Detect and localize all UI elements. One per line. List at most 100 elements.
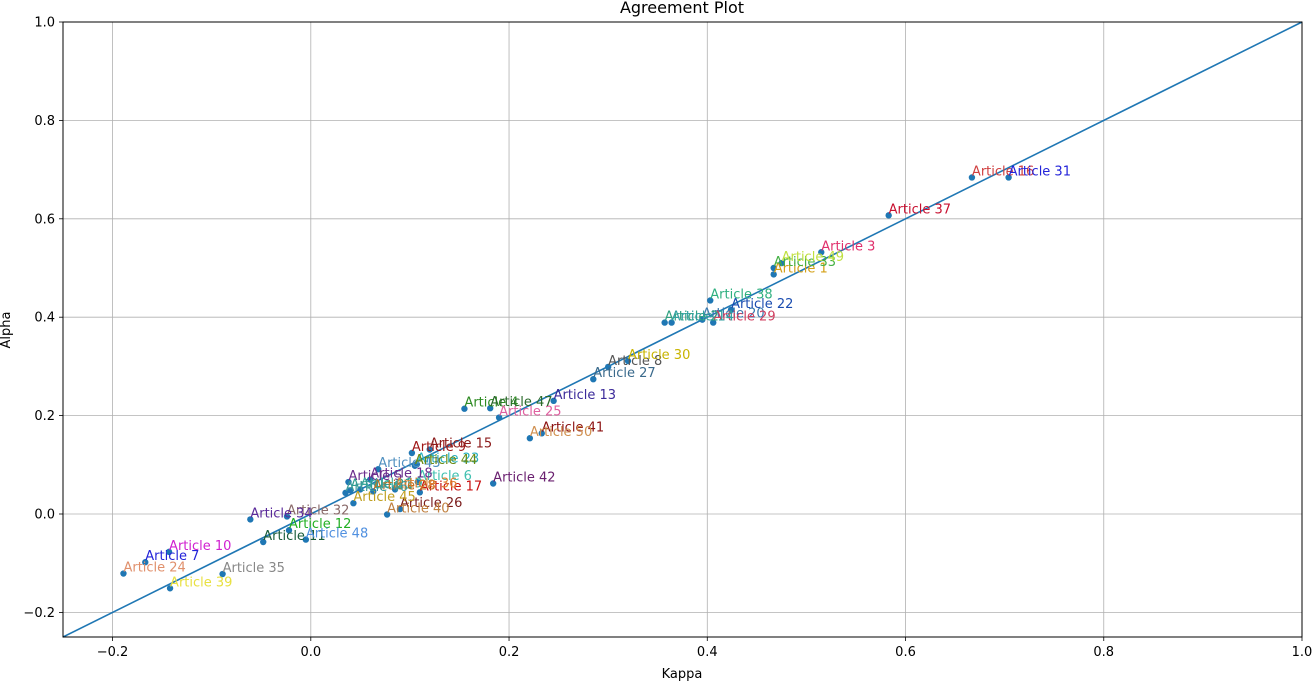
point-label: Article 49 <box>782 250 844 265</box>
point-label: Article 33 <box>774 255 836 270</box>
x-tick-label: 1.0 <box>1292 645 1313 660</box>
point-label: Article 17 <box>420 479 482 494</box>
point-label: Article 2 <box>665 310 719 325</box>
point-label: Article 7 <box>145 549 199 564</box>
data-point <box>396 505 404 513</box>
data-point <box>661 319 668 326</box>
point-label: Article 13 <box>554 388 616 403</box>
data-point <box>283 513 291 520</box>
point-label: Article 4 <box>464 396 518 411</box>
data-point <box>383 511 391 518</box>
point-label: Article 43 <box>378 456 440 471</box>
data-point <box>550 397 557 405</box>
data-point <box>624 357 632 365</box>
data-point <box>391 486 399 493</box>
point-label: Article 20 <box>702 307 764 322</box>
data-point <box>526 435 534 442</box>
identity-line <box>62 21 1303 638</box>
point-label: Article 22 <box>731 297 793 312</box>
data-point <box>770 264 777 272</box>
data-point <box>590 375 597 383</box>
data-point <box>818 249 825 256</box>
data-point <box>461 405 468 412</box>
data-points <box>120 174 1012 592</box>
data-point <box>778 259 785 267</box>
point-label: Article 25 <box>499 405 561 420</box>
data-point <box>367 476 374 483</box>
data-point <box>375 466 382 473</box>
data-point <box>165 548 173 556</box>
data-point <box>260 538 267 546</box>
point-label: Article 21 <box>350 477 412 492</box>
chart-title: Agreement Plot <box>620 0 744 17</box>
data-point <box>342 489 349 497</box>
data-point <box>727 306 735 314</box>
point-label: Article 24 <box>123 561 185 576</box>
data-point <box>1005 174 1012 181</box>
data-point <box>707 297 714 304</box>
data-point <box>247 516 254 523</box>
point-label: Article 48 <box>306 527 368 542</box>
x-tick-label: 0.0 <box>300 645 321 660</box>
point-label: Article 26 <box>400 496 462 511</box>
point-label: Article 10 <box>169 539 231 554</box>
y-axis-label: Alpha <box>0 312 14 349</box>
y-tick-label: 0.4 <box>34 311 55 326</box>
y-tick-label: 1.0 <box>34 16 55 31</box>
y-axis-ticks: −0.2 0.0 0.2 0.4 0.6 0.8 1.0 <box>23 16 63 621</box>
data-point <box>968 174 976 181</box>
point-label: Article 37 <box>889 202 951 217</box>
point-label: Article 50 <box>530 425 592 440</box>
point-label: Article 30 <box>628 348 690 363</box>
data-point <box>142 559 149 566</box>
data-point <box>668 319 675 326</box>
data-point <box>408 449 416 457</box>
point-label: Article 15 <box>430 437 492 452</box>
data-point <box>411 462 419 469</box>
point-label: Article 34 <box>250 506 312 521</box>
point-label: Article 6 <box>418 469 472 484</box>
data-point <box>416 489 424 496</box>
point-label: Article 40 <box>387 501 449 516</box>
y-tick-label: 0.6 <box>34 212 55 227</box>
x-axis-ticks: −0.2 0.0 0.2 0.4 0.6 0.8 1.0 <box>97 637 1313 660</box>
data-point <box>426 446 433 453</box>
point-label: Article 29 <box>713 310 775 325</box>
data-point <box>370 488 377 495</box>
data-point <box>699 316 706 323</box>
data-point <box>885 212 892 219</box>
y-tick-label: −0.2 <box>23 606 55 621</box>
data-point <box>219 570 226 578</box>
point-label: Article 35 <box>223 561 285 576</box>
point-label: Article 38 <box>710 287 772 302</box>
data-point <box>357 486 364 493</box>
point-label: Article 19 <box>360 476 422 491</box>
point-label: Article 5 <box>348 469 402 484</box>
point-label: Article 3 <box>821 239 875 254</box>
point-label: Article 16 <box>972 164 1034 179</box>
point-label: Article 12 <box>289 517 351 532</box>
data-point <box>538 430 545 437</box>
point-label: Article 45 <box>353 490 415 505</box>
data-point <box>604 363 612 371</box>
x-tick-label: 0.2 <box>499 645 520 660</box>
point-label: Article 27 <box>593 366 655 381</box>
point-label: Article 9 <box>412 440 466 455</box>
data-point <box>710 319 717 326</box>
point-label: Article 44 <box>415 453 477 468</box>
data-point <box>347 487 354 494</box>
y-tick-label: 0.0 <box>34 508 55 523</box>
point-label: Article 32 <box>287 503 349 518</box>
point-label: Article 46 <box>345 480 407 495</box>
y-tick-label: 0.2 <box>34 409 55 424</box>
point-label: Article 11 <box>263 529 325 544</box>
point-label: Article 39 <box>170 575 232 590</box>
x-tick-label: 0.6 <box>895 645 916 660</box>
point-label: Article 31 <box>1009 164 1071 179</box>
identity-line-path <box>62 21 1303 638</box>
point-label: Article 41 <box>542 420 604 435</box>
data-point <box>120 570 127 577</box>
point-label: Article 36 <box>395 476 457 491</box>
data-point <box>770 271 777 278</box>
